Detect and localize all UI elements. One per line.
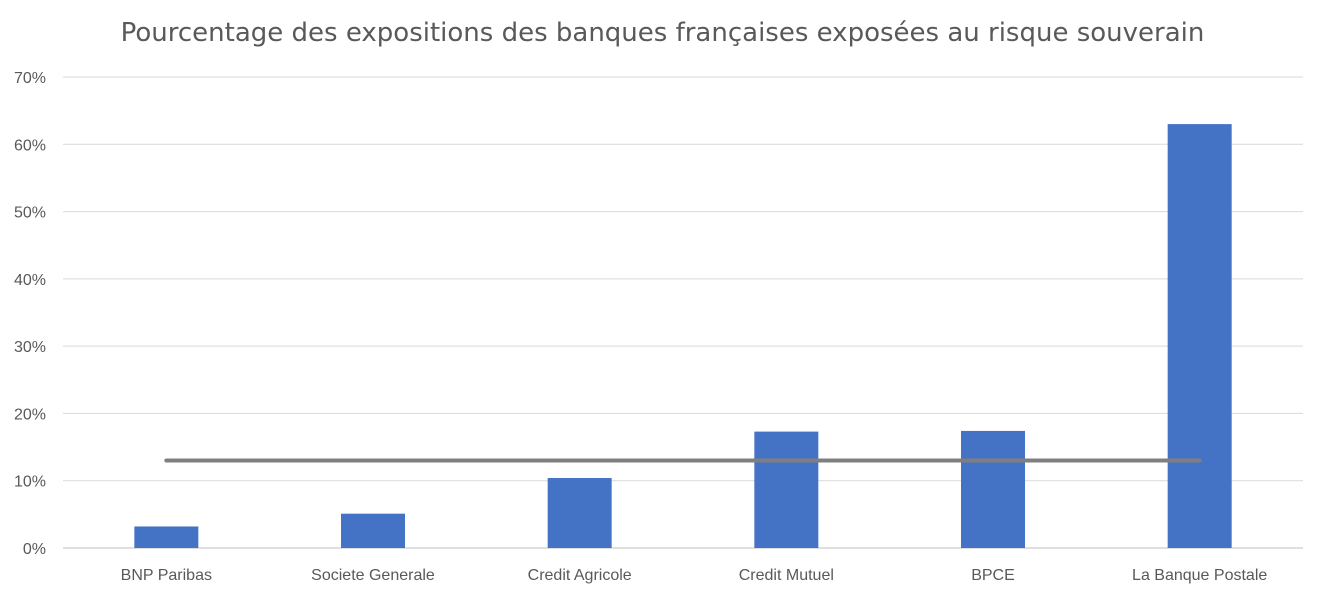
bar-2: [547, 478, 612, 548]
y-tick-label-0: 0%: [23, 541, 46, 558]
y-tick-label-2: 20%: [14, 406, 46, 423]
x-tick-label-4: BPCE: [971, 567, 1015, 584]
bar-0: [134, 526, 199, 548]
chart-title: Pourcentage des expositions des banques …: [120, 18, 1205, 48]
bar-3: [754, 431, 819, 548]
x-tick-label-0: BNP Paribas: [121, 567, 212, 584]
y-tick-label-6: 60%: [14, 137, 46, 154]
bar-4: [961, 430, 1025, 548]
x-tick-label-3: Credit Mutuel: [739, 567, 834, 584]
x-tick-label-1: Societe Generale: [311, 567, 435, 584]
x-tick-label-2: Credit Agricole: [528, 567, 632, 584]
x-tick-label-5: La Banque Postale: [1132, 567, 1267, 584]
y-tick-label-5: 50%: [14, 205, 46, 222]
bar-1: [341, 513, 405, 548]
y-tick-label-4: 40%: [14, 272, 46, 289]
y-tick-label-7: 70%: [14, 70, 46, 87]
y-tick-label-1: 10%: [14, 474, 46, 491]
y-tick-label-3: 30%: [14, 339, 46, 356]
bar-5: [1167, 124, 1232, 548]
